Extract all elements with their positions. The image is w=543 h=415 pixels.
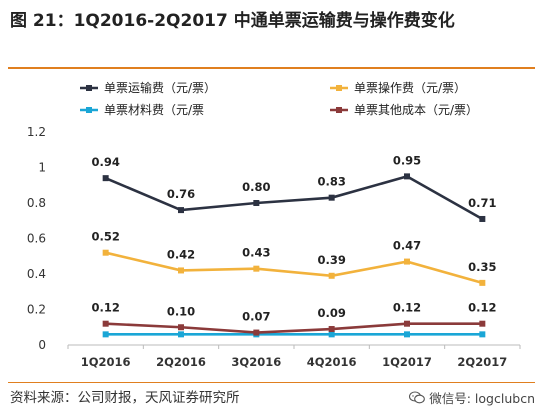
x-tick-label: 3Q2016 [231,355,281,369]
data-point [479,320,486,327]
data-point [404,173,410,180]
data-point [404,320,410,327]
x-tick-label: 1Q2016 [81,355,131,369]
data-point [328,326,335,333]
legend-item: 单票运输费（元/票） [80,80,216,95]
data-point [328,331,335,338]
data-point [328,194,335,201]
data-label: 0.35 [468,260,496,274]
data-label: 0.12 [393,301,421,315]
data-label: 0.07 [242,310,270,324]
top-rule [8,67,535,69]
watermark-text: 微信号: logclubcn [429,391,535,406]
data-point [479,331,486,338]
data-label: 0.43 [242,246,270,260]
data-label: 0.12 [468,301,496,315]
legend-label: 单票其他成本（元/票） [354,103,478,117]
x-tick-label: 1Q2017 [382,355,432,369]
legend-swatch-marker [86,85,92,91]
data-label: 0.47 [393,239,421,253]
source-note: 资料来源：公司财报，天风证券研究所 [10,390,240,406]
data-point [102,249,109,256]
data-point [479,215,486,222]
legend-item: 单票其他成本（元/票） [330,103,478,117]
data-label: 0.52 [91,230,119,244]
data-label: 0.76 [167,187,195,201]
bottom-rule [8,382,535,383]
data-point [479,279,486,286]
series-line [105,251,483,285]
y-tick-label: 1 [38,161,46,175]
data-label: 0.95 [393,153,421,167]
data-point [102,320,109,327]
data-label: 0.12 [91,301,119,315]
series-line [105,174,483,221]
y-tick-label: 0.2 [27,303,46,317]
legend-item: 单票材料费（元/票 [80,103,204,117]
data-label: 0.83 [317,175,345,189]
data-point [328,272,335,279]
data-point [253,200,260,206]
data-point [253,329,260,336]
data-label: 0.39 [317,253,345,267]
data-point [253,265,260,272]
series-2: 0.52 0.42 0.43 0.39 0.47 0.35 [91,230,497,286]
y-tick-label: 0.4 [27,267,46,281]
data-point [178,331,184,338]
x-tick-label: 2Q2017 [457,355,507,369]
data-label: 0.42 [167,247,195,261]
y-tick-label: 0 [38,338,46,352]
watermark: 微信号: logclubcn [409,388,535,407]
legend-label: 单票运输费（元/票） [104,80,216,95]
y-tick-label: 1.2 [27,125,46,139]
data-point [178,207,184,214]
data-point [404,331,410,338]
legend-item: 单票操作费（元/票） [330,80,466,95]
series-4: 0.12 0.10 0.07 0.09 0.12 0.12 [91,301,497,336]
series-1: 0.94 0.76 0.80 0.83 0.95 0.71 [91,153,497,222]
legend-swatch-marker [336,85,342,91]
legend-label: 单票操作费（元/票） [354,80,466,95]
legend-swatch-marker [86,107,92,113]
data-label: 0.80 [242,180,270,194]
x-tick-label: 4Q2016 [307,355,357,369]
data-label: 0.94 [91,155,119,169]
data-point [178,324,184,331]
legend: 单票运输费（元/票） 单票操作费（元/票） 单票材料费（元/票 单票其他成本（元/票） [80,80,478,117]
series-line [105,322,483,334]
data-label: 0.71 [468,196,496,210]
series-layer: 0.94 0.76 0.80 0.83 0.95 0.71 0.52 0.42 0.43 0.39… [91,153,497,338]
y-tick-label: 0.6 [27,232,46,246]
data-point [178,267,184,274]
data-label: 0.09 [317,306,345,320]
data-point [404,258,410,265]
data-label: 0.10 [167,304,195,318]
legend-swatch-marker [336,107,342,113]
data-point [102,175,109,182]
chart-title: 图 21：1Q2016-2Q2017 中通单票运输费与操作费变化 [10,11,455,31]
axes: 0 0.2 0.4 0.6 0.8 1 1.2 1Q2016 2Q2016 3Q2016 4Q201… [27,125,521,369]
x-tick-label: 2Q2016 [156,355,206,369]
data-point [102,331,109,338]
y-tick-label: 0.8 [27,196,46,210]
legend-label: 单票材料费（元/票 [104,103,204,117]
series-3 [102,331,486,338]
wechat-icon [409,391,426,404]
